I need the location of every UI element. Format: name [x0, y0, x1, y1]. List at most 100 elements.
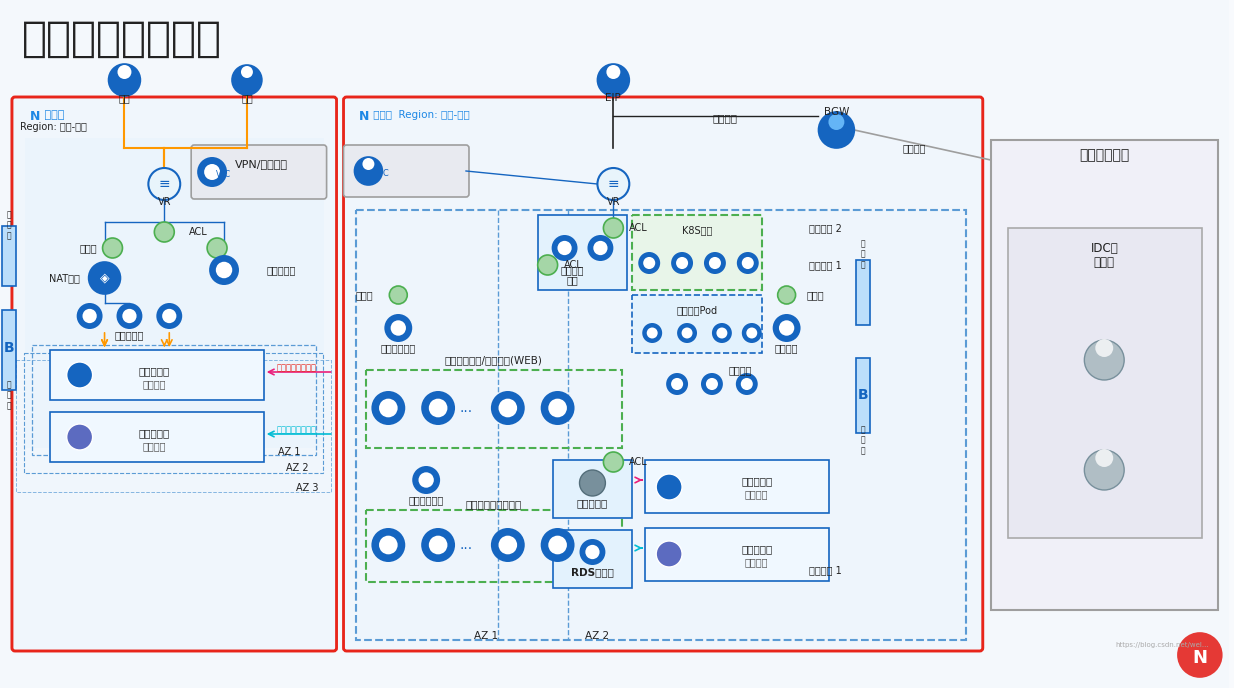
Circle shape: [828, 114, 844, 130]
Circle shape: [116, 303, 142, 329]
Circle shape: [597, 168, 629, 200]
Circle shape: [606, 65, 621, 79]
Circle shape: [747, 327, 758, 338]
Text: 热数据存储: 热数据存储: [138, 366, 170, 376]
Circle shape: [681, 327, 692, 338]
Text: 热数据跨区域复制: 热数据跨区域复制: [276, 363, 317, 372]
Circle shape: [1085, 340, 1124, 380]
Text: AZ 1: AZ 1: [278, 447, 301, 457]
Circle shape: [109, 64, 141, 96]
Text: IDC内: IDC内: [1091, 241, 1118, 255]
Circle shape: [491, 528, 524, 562]
Text: 前端子网 1: 前端子网 1: [808, 260, 842, 270]
Circle shape: [671, 252, 694, 274]
Text: N: N: [30, 110, 41, 123]
Circle shape: [603, 452, 623, 472]
Bar: [538, 215, 627, 290]
Text: 安全组: 安全组: [80, 243, 97, 253]
Circle shape: [676, 257, 689, 269]
Circle shape: [499, 536, 517, 555]
Bar: [1008, 228, 1202, 538]
Circle shape: [89, 262, 121, 294]
Circle shape: [148, 168, 180, 200]
Text: AZ 3: AZ 3: [296, 483, 318, 493]
Circle shape: [735, 373, 758, 395]
Circle shape: [671, 378, 684, 390]
Text: 仓库: 仓库: [566, 275, 579, 285]
Circle shape: [712, 323, 732, 343]
Text: https://blog.csdn.net/wel...: https://blog.csdn.net/wel...: [1116, 642, 1209, 648]
Text: 物理连接: 物理连接: [902, 143, 926, 153]
Circle shape: [656, 541, 682, 567]
Text: 云
安
全: 云 安 全: [861, 425, 865, 455]
Text: 原生容器: 原生容器: [728, 365, 752, 375]
Bar: [991, 140, 1218, 610]
Circle shape: [491, 391, 524, 425]
Text: K8S集群: K8S集群: [682, 225, 712, 235]
Text: 对象存储: 对象存储: [143, 441, 167, 451]
Text: ...: ...: [459, 538, 473, 552]
Text: 云
监
控: 云 监 控: [6, 210, 11, 240]
Circle shape: [643, 257, 655, 269]
Text: 对象存储: 对象存储: [745, 489, 769, 499]
Circle shape: [197, 157, 227, 187]
Circle shape: [540, 391, 575, 425]
Circle shape: [379, 398, 397, 418]
Text: ACL: ACL: [629, 457, 648, 467]
Circle shape: [585, 545, 600, 559]
Text: B: B: [858, 388, 869, 402]
Circle shape: [157, 303, 183, 329]
Text: 京东云: 京东云: [41, 110, 64, 120]
Text: 数据库服务高可用组: 数据库服务高可用组: [465, 499, 522, 509]
Text: 冷数据跨区域复制: 冷数据跨区域复制: [276, 425, 317, 435]
Circle shape: [558, 241, 571, 255]
Text: 网网段: 网网段: [1093, 255, 1114, 268]
Circle shape: [552, 235, 578, 261]
Text: 京东云  Region: 华东-上海: 京东云 Region: 华东-上海: [370, 110, 470, 120]
Circle shape: [363, 158, 374, 170]
Circle shape: [777, 286, 796, 304]
Text: Region: 华东-上海: Region: 华东-上海: [20, 122, 86, 132]
Circle shape: [538, 255, 558, 275]
Bar: [632, 215, 761, 290]
Circle shape: [102, 238, 122, 258]
Circle shape: [1096, 339, 1113, 357]
Circle shape: [701, 373, 723, 395]
Circle shape: [204, 164, 220, 180]
Text: ≡: ≡: [607, 177, 619, 191]
Text: B: B: [4, 341, 15, 355]
Bar: [2, 310, 16, 390]
Circle shape: [162, 309, 176, 323]
Bar: [632, 295, 761, 353]
Bar: [2, 226, 16, 286]
Circle shape: [666, 373, 689, 395]
Circle shape: [540, 528, 575, 562]
Text: VPC: VPC: [374, 169, 390, 178]
Text: VR: VR: [607, 197, 621, 207]
Text: 对象存储: 对象存储: [143, 379, 167, 389]
Circle shape: [1096, 449, 1113, 467]
Text: 后端子网 1: 后端子网 1: [808, 565, 842, 575]
Text: 原生容器Pod: 原生容器Pod: [676, 305, 717, 315]
Bar: [645, 460, 829, 513]
Circle shape: [742, 323, 761, 343]
Circle shape: [390, 286, 407, 304]
Bar: [553, 530, 632, 588]
Circle shape: [391, 321, 406, 336]
Circle shape: [154, 222, 174, 242]
Text: AZ 2: AZ 2: [286, 463, 308, 473]
Text: AZ 1: AZ 1: [474, 631, 499, 641]
Bar: [357, 210, 966, 640]
FancyBboxPatch shape: [343, 145, 469, 197]
Bar: [553, 460, 632, 518]
Circle shape: [603, 218, 623, 238]
Bar: [366, 510, 622, 582]
Text: 云主机实例: 云主机实例: [115, 330, 144, 340]
Circle shape: [642, 323, 663, 343]
Circle shape: [597, 64, 629, 96]
FancyBboxPatch shape: [191, 145, 327, 199]
Text: VR: VR: [158, 197, 172, 207]
Circle shape: [216, 261, 232, 278]
Circle shape: [772, 314, 801, 342]
Text: EIP: EIP: [606, 93, 621, 103]
